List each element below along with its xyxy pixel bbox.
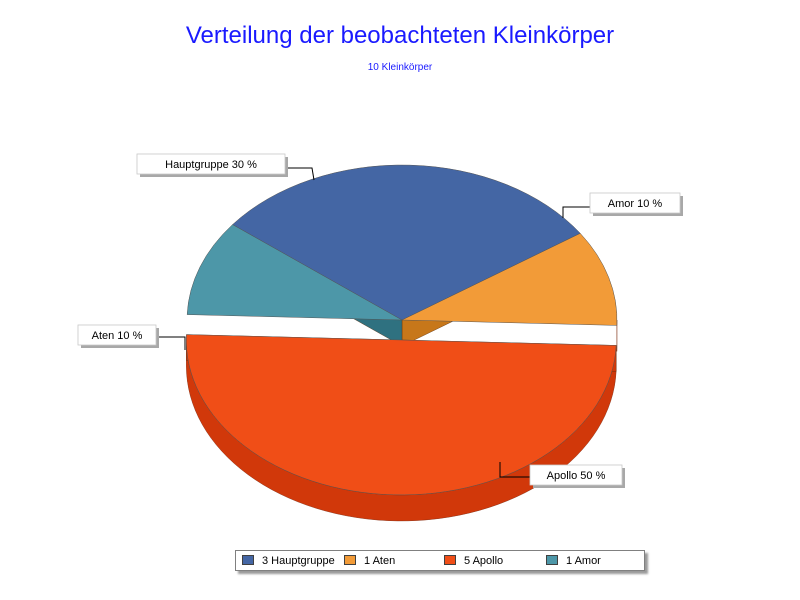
legend-label-hauptgruppe: 3 Hauptgruppe: [262, 555, 335, 567]
leader-line-aten: [156, 336, 186, 350]
legend-label-apollo: 5 Apollo: [464, 555, 504, 567]
data-label-hauptgruppe: Hauptgruppe 30 %: [165, 159, 257, 171]
legend-item-amor: 1 Amor: [546, 554, 601, 568]
legend-swatch-hauptgruppe: [242, 555, 254, 566]
pie-slice-hauptgruppe: [232, 164, 581, 321]
legend-swatch-apollo: [444, 555, 456, 566]
legend-item-hauptgruppe: 3 Hauptgruppe: [242, 554, 335, 568]
pie-chart: Hauptgruppe 30 % Aten 10 % Apollo 50 % Amor…: [77, 153, 683, 522]
legend-item-aten: 1 Aten: [344, 554, 395, 568]
legend-label-amor: 1 Amor: [566, 555, 601, 567]
leader-line-amor: [562, 206, 590, 218]
pie-slice-apollo: [186, 334, 617, 496]
leader-line-apollo: [499, 462, 530, 478]
leader-line-hauptgruppe: [285, 167, 315, 181]
data-label-aten: Aten 10 %: [92, 330, 143, 342]
legend-item-apollo: 5 Apollo: [444, 554, 503, 568]
legend: 3 Hauptgruppe 1 Aten 5 Apollo 1 Amor: [235, 550, 645, 571]
chart-subtitle: 10 Kleinkörper: [367, 62, 433, 73]
chart-title: Verteilung der beobachteten Kleinkörper: [185, 22, 615, 49]
label-box-amor: [589, 192, 681, 214]
data-label-amor: Amor 10 %: [608, 198, 663, 210]
data-label-apollo: Apollo 50 %: [547, 470, 606, 482]
legend-swatch-aten: [344, 555, 356, 566]
label-box-apollo: [529, 464, 623, 486]
pie-slice-aten: [401, 233, 618, 326]
label-box-hauptgruppe: [136, 153, 286, 175]
legend-swatch-amor: [546, 555, 558, 566]
label-box-aten: [77, 324, 157, 346]
legend-label-aten: 1 Aten: [364, 555, 396, 567]
pie-slice-amor: [186, 224, 403, 321]
